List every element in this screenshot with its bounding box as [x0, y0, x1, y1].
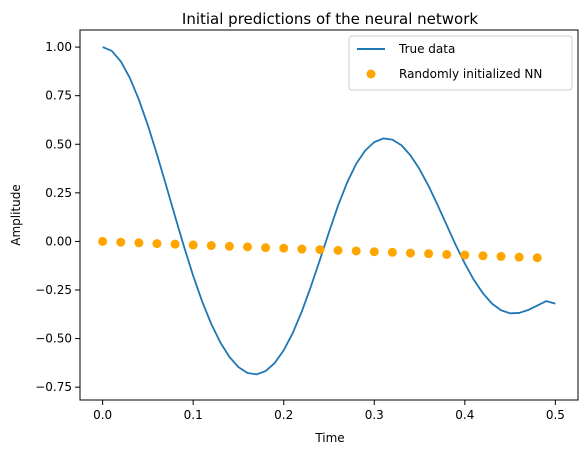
chart-title: Initial predictions of the neural networ… [182, 10, 478, 28]
nn-prediction-point [333, 245, 343, 255]
nn-prediction-point [152, 239, 162, 249]
x-tick-label: 0.3 [365, 408, 384, 422]
nn-prediction-point [532, 253, 542, 263]
x-tick-label: 0.0 [93, 408, 112, 422]
nn-prediction-point [134, 238, 144, 248]
nn-prediction-point [224, 241, 234, 251]
plot-frame [79, 29, 579, 401]
legend-frame [348, 35, 573, 91]
nn-prediction-point [170, 239, 180, 249]
y-tick-label: −0.75 [35, 380, 72, 394]
nn-prediction-point [261, 243, 271, 253]
nn-prediction-point [315, 245, 325, 255]
nn-prediction-point [98, 236, 108, 246]
legend-nn-swatch [366, 69, 376, 79]
y-axis-label: Amplitude [9, 184, 23, 246]
nn-prediction-point [424, 249, 434, 259]
nn-prediction-point [243, 242, 253, 252]
nn-prediction-point [188, 240, 198, 250]
nn-prediction-point [369, 247, 379, 257]
y-tick-label: 0.00 [45, 234, 72, 248]
x-tick-label: 0.5 [546, 408, 565, 422]
nn-prediction-point [351, 246, 361, 256]
y-tick-label: 1.00 [45, 40, 72, 54]
nn-prediction-point [297, 244, 307, 254]
x-tick-label: 0.2 [274, 408, 293, 422]
nn-prediction-point [405, 248, 415, 258]
y-tick-label: −0.25 [35, 283, 72, 297]
nn-prediction-point [116, 237, 126, 247]
nn-prediction-point [514, 252, 524, 262]
x-tick-label: 0.1 [184, 408, 203, 422]
x-axis-label: Time [314, 431, 344, 445]
nn-prediction-point [206, 241, 216, 251]
nn-prediction-point [478, 251, 488, 261]
nn-prediction-point [496, 251, 506, 261]
x-tick-label: 0.4 [455, 408, 474, 422]
y-tick-label: 0.75 [45, 89, 72, 103]
legend-true-data-label: True data [398, 42, 455, 56]
true-data-line [102, 46, 556, 376]
nn-prediction-point [387, 247, 397, 257]
nn-prediction-point [279, 243, 289, 253]
legend-nn-label: Randomly initialized NN [399, 67, 542, 81]
y-tick-label: −0.50 [35, 332, 72, 346]
y-tick-label: 0.50 [45, 137, 72, 151]
nn-prediction-point [442, 249, 452, 259]
nn-prediction-point [460, 250, 470, 260]
legend: True data Randomly initialized NN [348, 35, 573, 91]
y-tick-label: 0.25 [45, 186, 72, 200]
